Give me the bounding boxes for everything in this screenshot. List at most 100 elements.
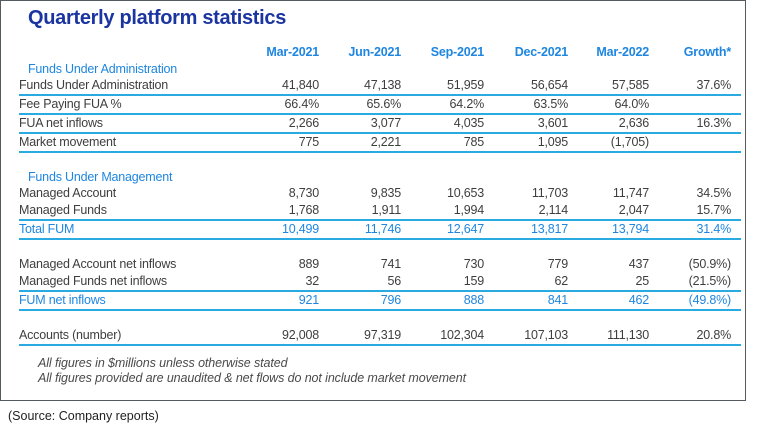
spacer-cell bbox=[19, 310, 741, 327]
value-cell: 63.5% bbox=[484, 95, 568, 115]
value-cell: (1,705) bbox=[568, 133, 649, 153]
value-cell: 47,138 bbox=[319, 77, 401, 96]
row-label: Managed Account bbox=[19, 186, 117, 200]
spacer-cell bbox=[19, 152, 741, 169]
value-cell: 741 bbox=[380, 257, 401, 271]
value-cell: 2,636 bbox=[568, 114, 649, 134]
value-cell: 37.6% bbox=[649, 77, 741, 96]
value-cell: 56,654 bbox=[484, 77, 568, 96]
table-row: Managed Account net inflows 889 741 730 779 4… bbox=[19, 256, 741, 273]
table-row: Fee Paying FUA % 66.4% 65.6% 64.2% 63.5% 64.0… bbox=[19, 95, 741, 115]
value-cell: 1,911 bbox=[319, 202, 401, 221]
table-row: FUM net inflows 921 796 888 841 462 (49.8%) bbox=[19, 291, 741, 311]
value-cell: 66.4% bbox=[240, 95, 319, 115]
value-cell: 102,304 bbox=[401, 327, 484, 346]
table-row: Managed Funds net inflows 32 56 159 62 25 (21.… bbox=[19, 273, 741, 292]
footnote-units: All figures in $millions unless otherwis… bbox=[38, 356, 288, 370]
value-cell: 65.6% bbox=[319, 95, 401, 115]
column-header: Dec-2021 bbox=[514, 45, 569, 59]
section-header: Funds Under Administration bbox=[28, 62, 178, 76]
row-label: Fee Paying FUA % bbox=[19, 95, 240, 115]
value-cell: 785 bbox=[401, 133, 484, 153]
column-header: Sep-2021 bbox=[430, 45, 484, 59]
table-row: Market movement 775 2,221 785 1,095 (1,705) bbox=[19, 133, 741, 153]
value-cell: 10,499 bbox=[240, 220, 319, 240]
value-cell: 11,747 bbox=[612, 186, 649, 200]
value-cell: 107,103 bbox=[484, 327, 568, 346]
value-cell: 4,035 bbox=[401, 114, 484, 134]
value-cell: 10,653 bbox=[446, 186, 484, 200]
value-cell: 64.0% bbox=[568, 95, 649, 115]
value-cell: 13,794 bbox=[568, 220, 649, 240]
section-header-row: Funds Under Management bbox=[19, 169, 741, 185]
row-label: Total FUM bbox=[19, 220, 240, 240]
section-header: Funds Under Management bbox=[28, 170, 173, 184]
table-row: Accounts (number) 92,008 97,319 102,304 107,… bbox=[19, 327, 741, 346]
row-label: Market movement bbox=[19, 133, 240, 153]
value-cell: 34.5% bbox=[696, 186, 732, 200]
section-spacer bbox=[19, 239, 741, 256]
value-cell: 779 bbox=[547, 257, 568, 271]
value-cell: 730 bbox=[463, 257, 484, 271]
column-header-row: Mar-2021 Jun-2021 Sep-2021 Dec-2021 Mar-2022… bbox=[19, 44, 741, 61]
column-header: Jun-2021 bbox=[348, 45, 401, 59]
value-cell: 3,601 bbox=[484, 114, 568, 134]
column-header: Mar-2022 bbox=[596, 45, 649, 59]
section-spacer bbox=[19, 152, 741, 169]
table-frame: Quarterly platform statistics Mar-2021 Ju… bbox=[0, 0, 746, 401]
row-label: FUM net inflows bbox=[19, 291, 240, 311]
row-label: Managed Funds bbox=[19, 202, 240, 221]
row-label: Managed Funds net inflows bbox=[19, 273, 240, 292]
value-cell: (49.8%) bbox=[649, 291, 741, 311]
value-cell: 1,095 bbox=[484, 133, 568, 153]
value-cell: 841 bbox=[484, 291, 568, 311]
value-cell: 31.4% bbox=[649, 220, 741, 240]
page-title: Quarterly platform statistics bbox=[28, 7, 287, 29]
value-cell: 921 bbox=[240, 291, 319, 311]
value-cell: 41,840 bbox=[240, 77, 319, 96]
table-row: FUA net inflows 2,266 3,077 4,035 3,601 2,636… bbox=[19, 114, 741, 134]
value-cell: 2,047 bbox=[568, 202, 649, 221]
value-cell: 462 bbox=[568, 291, 649, 311]
value-cell: 57,585 bbox=[568, 77, 649, 96]
value-cell: 15.7% bbox=[649, 202, 741, 221]
spacer-cell bbox=[19, 239, 741, 256]
value-cell: 51,959 bbox=[401, 77, 484, 96]
column-header: Growth* bbox=[683, 45, 731, 59]
value-cell: 16.3% bbox=[649, 114, 741, 134]
value-cell: 796 bbox=[319, 291, 401, 311]
row-label: Managed Account net inflows bbox=[19, 257, 177, 271]
value-cell: 1,768 bbox=[240, 202, 319, 221]
value-cell: 25 bbox=[568, 273, 649, 292]
value-cell: (50.9%) bbox=[688, 257, 732, 271]
value-cell: 2,114 bbox=[484, 202, 568, 221]
table-row: Managed Funds 1,768 1,911 1,994 2,114 2,047 15… bbox=[19, 202, 741, 221]
value-cell: 3,077 bbox=[319, 114, 401, 134]
value-cell: 1,994 bbox=[401, 202, 484, 221]
value-cell bbox=[649, 95, 741, 115]
value-cell: 12,647 bbox=[401, 220, 484, 240]
value-cell: 9,835 bbox=[370, 186, 401, 200]
value-cell: 11,746 bbox=[319, 220, 401, 240]
footnotes: All figures in $millions unless otherwis… bbox=[38, 356, 745, 386]
value-cell: 2,266 bbox=[240, 114, 319, 134]
row-label: FUA net inflows bbox=[19, 114, 240, 134]
section-header-row: Funds Under Administration bbox=[19, 61, 741, 77]
value-cell: 62 bbox=[484, 273, 568, 292]
value-cell: 97,319 bbox=[319, 327, 401, 346]
footnote-unaudited: All figures provided are unaudited & net… bbox=[38, 371, 466, 385]
value-cell: 159 bbox=[401, 273, 484, 292]
value-cell bbox=[649, 133, 741, 153]
table-row: Funds Under Administration 41,840 47,138 51… bbox=[19, 77, 741, 96]
value-cell: 11,703 bbox=[531, 186, 568, 200]
source-note: (Source: Company reports) bbox=[8, 409, 159, 423]
value-cell: 2,221 bbox=[319, 133, 401, 153]
value-cell: 111,130 bbox=[568, 327, 649, 346]
value-cell: 20.8% bbox=[649, 327, 741, 346]
row-label: Accounts (number) bbox=[19, 327, 240, 346]
row-label: Funds Under Administration bbox=[19, 77, 240, 96]
value-cell: 889 bbox=[298, 257, 319, 271]
value-cell: 13,817 bbox=[484, 220, 568, 240]
value-cell: 8,730 bbox=[288, 186, 319, 200]
